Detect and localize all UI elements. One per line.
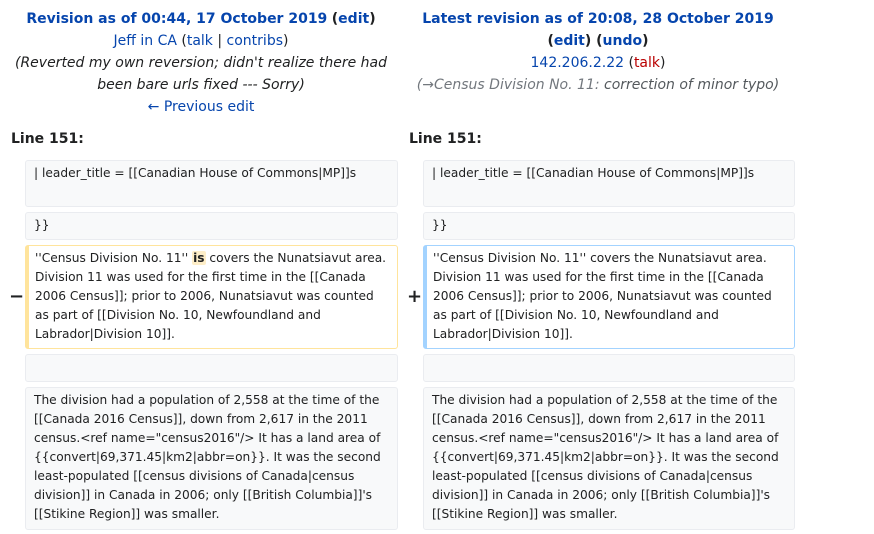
plus-marker: + [407, 286, 423, 307]
right-summary-text: correction of minor typo) [604, 77, 780, 93]
left-empty-cell [25, 354, 398, 382]
left-summary-line-2: been bare urls fixed --- Sorry) [97, 77, 305, 93]
right-context-cell-2: }} [423, 212, 795, 240]
minus-marker: − [9, 286, 25, 307]
left-context-cell-2: }} [25, 212, 398, 240]
left-edit-summary: (Reverted my own reversion; didn't reali… [0, 52, 402, 96]
left-line-number: Line 151: [11, 131, 84, 147]
left-context-cell-1: | leader_title = [[Canadian House of Com… [25, 160, 398, 207]
left-talk-link[interactable]: talk [186, 33, 213, 49]
left-contribs-link[interactable]: contribs [226, 33, 283, 49]
right-edit-summary: (→Census Division No. 11: correction of … [398, 74, 798, 96]
right-revision-header: Latest revision as of 20:08, 28 October … [398, 8, 798, 96]
right-user-link[interactable]: 142.206.2.22 [530, 55, 625, 71]
right-action-links: (edit) (undo) [547, 33, 649, 49]
left-revision-title-link[interactable]: Revision as of 00:44, 17 October 2019 [26, 11, 328, 27]
right-edit-link[interactable]: edit [553, 33, 585, 49]
right-user-line: 142.206.2.22 (talk) [530, 55, 666, 71]
left-user-link[interactable]: Jeff in CA [113, 33, 177, 49]
left-revision-title-line: Revision as of 00:44, 17 October 2019 (e… [26, 11, 376, 27]
right-context-cell-5: The division had a population of 2,558 a… [423, 387, 795, 530]
right-added-cell: ''Census Division No. 11'' covers the Nu… [423, 245, 795, 349]
left-context-cell-5: The division had a population of 2,558 a… [25, 387, 398, 530]
left-deleted-text-before: ''Census Division No. 11'' [35, 251, 193, 265]
right-context-cell-1: | leader_title = [[Canadian House of Com… [423, 160, 795, 207]
previous-edit-link[interactable]: ← Previous edit [147, 99, 255, 115]
left-edit-link[interactable]: edit [338, 11, 370, 27]
left-deleted-text-after: covers the Nunatsiavut area. Division 11… [35, 251, 387, 341]
left-summary-line-1: (Reverted my own reversion; didn't reali… [14, 55, 388, 71]
section-link[interactable]: (→Census Division No. 11: [416, 77, 600, 93]
deleted-word-highlight: is [192, 251, 206, 265]
undo-link[interactable]: undo [602, 33, 643, 49]
right-revision-title-link[interactable]: Latest revision as of 20:08, 28 October … [422, 11, 774, 27]
left-user-line: Jeff in CA (talk | contribs) [113, 33, 289, 49]
right-empty-cell [423, 354, 795, 382]
left-revision-header: Revision as of 00:44, 17 October 2019 (e… [0, 8, 402, 118]
left-deleted-cell: ''Census Division No. 11'' is covers the… [25, 245, 398, 349]
right-line-number: Line 151: [409, 131, 482, 147]
right-talk-link[interactable]: talk [633, 55, 661, 71]
